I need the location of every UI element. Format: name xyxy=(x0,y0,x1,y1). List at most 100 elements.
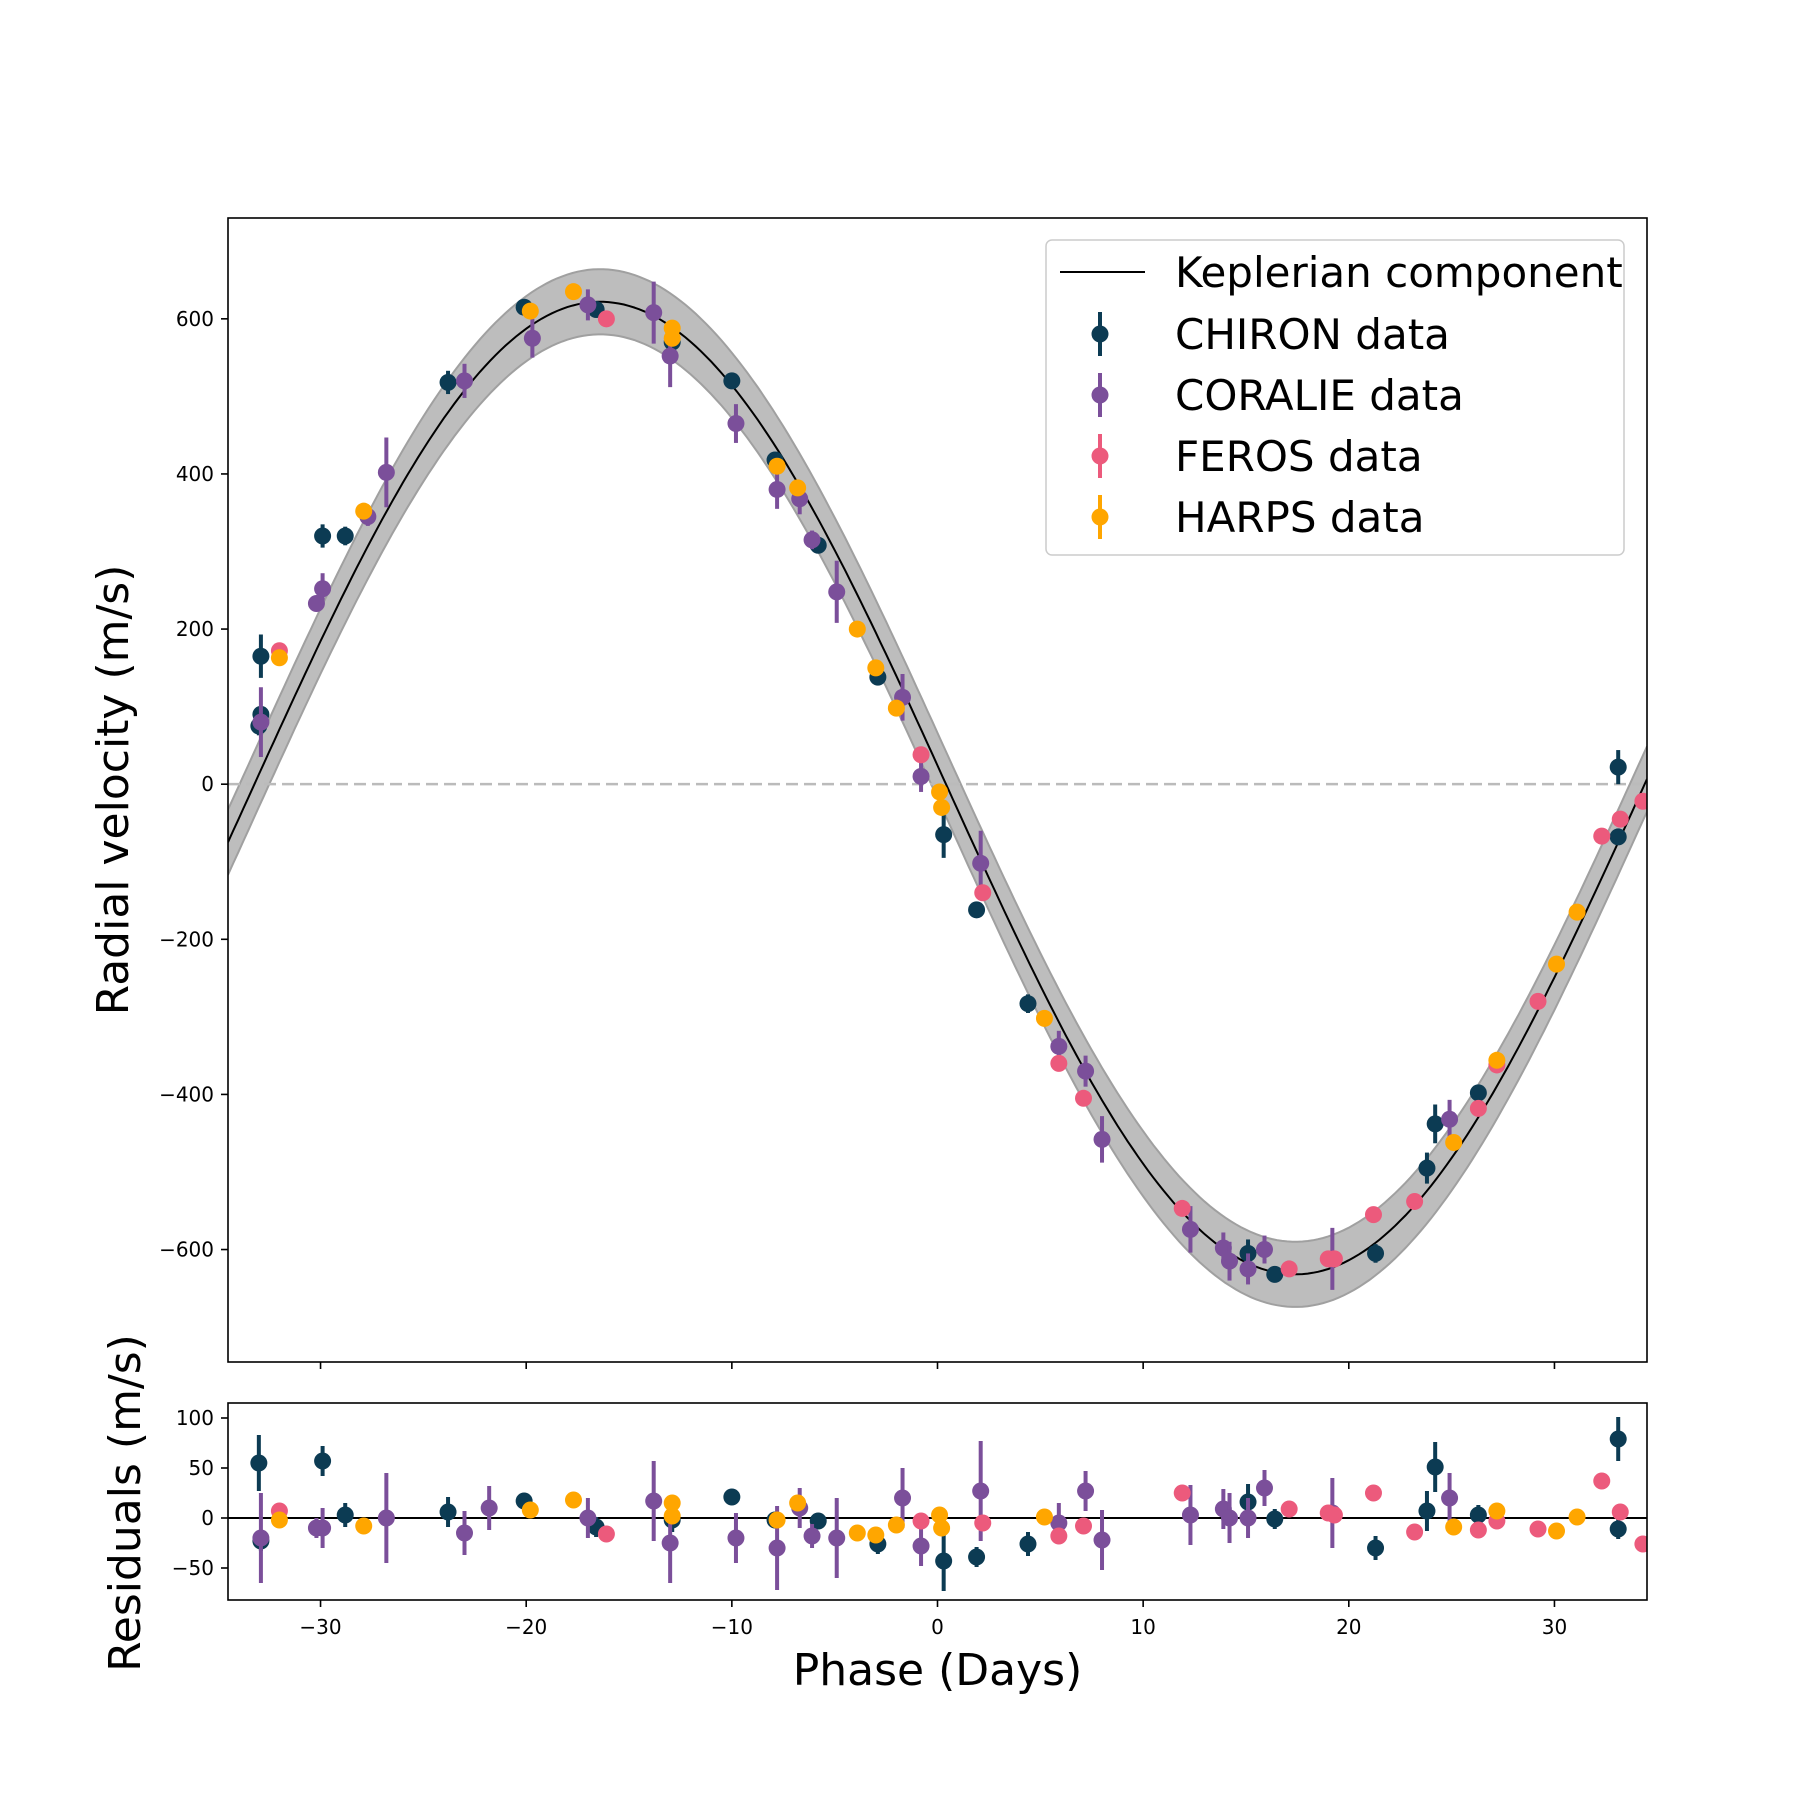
residuals-panel: −50 0 50 100 −30 −20 −10 0 10 20 30 Residuals (m/… xyxy=(100,1334,1648,1696)
data-point xyxy=(1418,1502,1436,1520)
data-point xyxy=(1488,1502,1506,1520)
data-point xyxy=(663,1494,681,1512)
data-point xyxy=(1075,1089,1093,1107)
data-point xyxy=(1364,1206,1382,1224)
data-point xyxy=(252,713,270,731)
y-tick-label: 0 xyxy=(201,772,214,796)
y-tick-label: 100 xyxy=(176,1406,214,1430)
data-point xyxy=(1634,1535,1647,1553)
y-tick-label: −200 xyxy=(159,927,214,951)
data-point xyxy=(727,1529,745,1547)
y-tick-label: −600 xyxy=(159,1238,214,1262)
data-point xyxy=(1593,827,1611,845)
data-point xyxy=(377,463,395,481)
data-point xyxy=(828,1529,846,1547)
series-feros-data xyxy=(270,1472,1647,1553)
data-point xyxy=(1019,995,1037,1013)
rv-data-points xyxy=(250,281,1647,1290)
data-point xyxy=(1077,1062,1095,1080)
data-point xyxy=(1255,1241,1273,1259)
data-point xyxy=(1488,1051,1506,1069)
data-point xyxy=(1634,792,1647,810)
x-axis-label: Phase (Days) xyxy=(793,1645,1083,1696)
data-point xyxy=(1593,1472,1611,1490)
y-tick-label: 50 xyxy=(189,1456,214,1480)
y-tick-label: 600 xyxy=(176,307,214,331)
data-point xyxy=(1548,955,1566,973)
data-point xyxy=(1050,1527,1068,1545)
legend-label: Keplerian component xyxy=(1175,248,1623,297)
data-point xyxy=(597,1525,615,1543)
series-chiron-data xyxy=(250,1417,1627,1591)
data-point xyxy=(803,1527,821,1545)
data-point xyxy=(935,1552,953,1570)
x-tick-label: 0 xyxy=(931,1615,944,1639)
data-point xyxy=(661,1534,679,1552)
data-point xyxy=(1035,1508,1053,1526)
data-point xyxy=(968,901,986,919)
data-point xyxy=(1469,1084,1487,1102)
legend: Keplerian component CHIRON data CORALIE da… xyxy=(1045,239,1625,556)
data-point xyxy=(1445,1134,1463,1152)
data-point xyxy=(828,583,846,601)
legend-item-chiron-data: CHIRON data xyxy=(1091,310,1450,359)
legend-label: HARPS data xyxy=(1175,493,1424,542)
legend-item-keplerian: Keplerian component xyxy=(1060,248,1623,297)
data-point xyxy=(768,1539,786,1557)
data-point xyxy=(1239,1260,1257,1278)
data-point xyxy=(1367,1244,1385,1262)
legend-item-coralie-data: CORALIE data xyxy=(1091,371,1464,420)
x-tick-label: 10 xyxy=(1130,1615,1155,1639)
y-tick-label: 200 xyxy=(176,617,214,641)
data-point xyxy=(931,1506,949,1524)
main-y-axis-label: Radial velocity (m/s) xyxy=(88,565,139,1016)
data-point xyxy=(336,527,354,545)
data-point xyxy=(972,854,990,872)
data-point xyxy=(1367,1539,1385,1557)
data-point xyxy=(314,1519,332,1537)
residual-y-ticks: −50 0 50 100 xyxy=(172,1406,228,1580)
data-point xyxy=(803,531,821,549)
legend-item-harps-data: HARPS data xyxy=(1091,493,1424,542)
data-point xyxy=(1181,1220,1199,1238)
series-feros-data xyxy=(270,310,1647,1278)
data-point xyxy=(252,647,270,665)
data-point xyxy=(456,1524,473,1542)
x-tick-label: 20 xyxy=(1336,1615,1361,1639)
data-point xyxy=(252,1529,270,1547)
data-point xyxy=(1441,1489,1459,1507)
data-point xyxy=(1255,1479,1273,1497)
data-point xyxy=(933,798,951,816)
data-point xyxy=(1221,1252,1239,1270)
data-point xyxy=(1075,1517,1093,1535)
legend-marker-swatch xyxy=(1091,325,1109,343)
data-point xyxy=(579,296,597,314)
data-point xyxy=(579,1509,597,1527)
data-point xyxy=(723,1488,741,1506)
data-point xyxy=(1609,1430,1627,1448)
data-point xyxy=(1050,1054,1068,1072)
data-point xyxy=(935,826,953,844)
data-point xyxy=(336,1506,354,1524)
data-point xyxy=(723,372,741,390)
data-point xyxy=(1239,1509,1257,1527)
data-point xyxy=(1050,1037,1068,1055)
data-point xyxy=(377,1509,395,1527)
data-point xyxy=(912,1537,930,1555)
data-point xyxy=(1280,1500,1298,1518)
data-point xyxy=(1406,1523,1424,1541)
data-point xyxy=(456,372,473,390)
data-point xyxy=(848,1524,866,1542)
x-tick-label: −10 xyxy=(711,1615,753,1639)
series-harps-data xyxy=(270,1491,1586,1544)
data-point xyxy=(894,1489,912,1507)
data-point xyxy=(1325,1506,1343,1524)
data-point xyxy=(768,1511,786,1529)
data-point xyxy=(439,373,457,391)
data-point xyxy=(314,1452,332,1470)
data-point xyxy=(848,620,866,638)
data-point xyxy=(523,329,541,347)
data-point xyxy=(597,310,615,328)
data-point xyxy=(887,1516,905,1534)
